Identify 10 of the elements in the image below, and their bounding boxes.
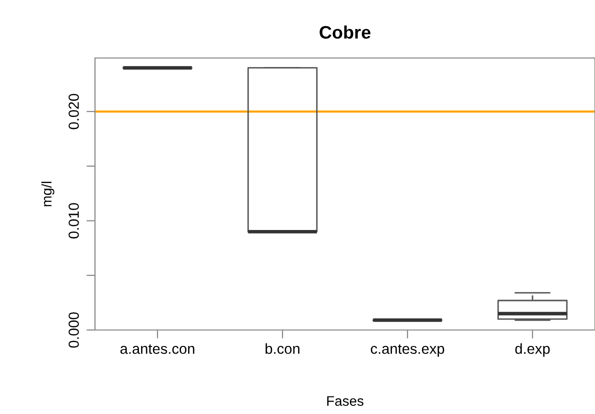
y-tick-label: 0.010 <box>68 203 79 238</box>
y-tick-label: 0.020 <box>68 94 79 130</box>
x-axis-title: Fases <box>327 396 364 406</box>
chart-title: Cobre <box>320 25 370 39</box>
x-tick-label: c.antes.exp <box>370 344 444 357</box>
y-tick-label: 0.000 <box>68 312 79 348</box>
x-tick-label: a.antes.con <box>120 344 194 354</box>
x-tick-label: b.con <box>266 343 300 354</box>
y-axis-title: mg/l <box>41 182 54 206</box>
x-tick-label: d.exp <box>515 343 550 357</box>
